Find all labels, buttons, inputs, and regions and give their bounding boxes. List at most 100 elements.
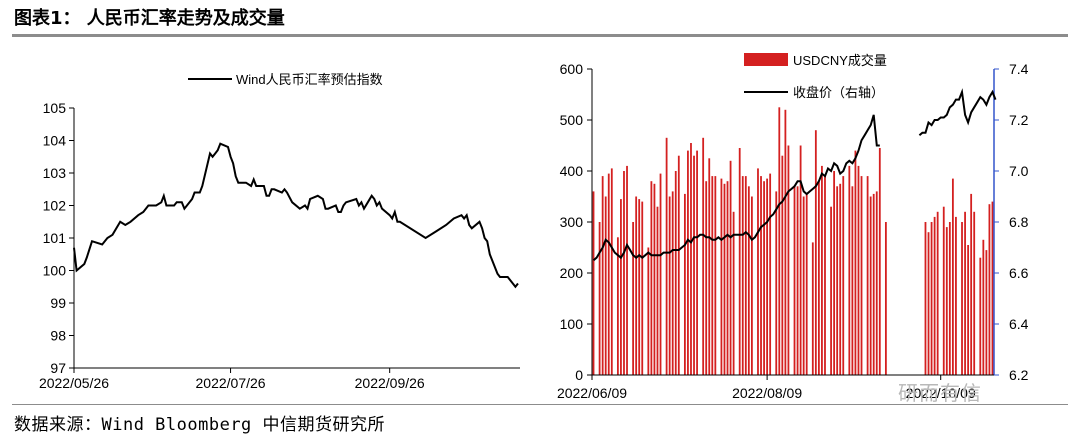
volume-bar <box>677 155 680 375</box>
title-rule <box>12 34 1068 37</box>
volume-bar <box>620 199 622 375</box>
volume-bar <box>647 247 650 375</box>
left-y-tick-label: 500 <box>560 112 584 128</box>
volume-bar <box>635 196 638 375</box>
volume-bar <box>744 176 747 375</box>
volume-bar <box>860 176 863 375</box>
volume-bar <box>951 178 954 375</box>
volume-bar <box>683 193 686 375</box>
volume-bar <box>696 150 698 375</box>
source-rule <box>12 404 1068 405</box>
volume-bar <box>641 201 644 375</box>
volume-bar <box>784 109 787 376</box>
right-y-tick-label: 6.4 <box>1009 316 1029 332</box>
volume-bar <box>979 257 982 375</box>
volume-bar <box>616 237 619 375</box>
volume-bar <box>848 165 851 375</box>
volume-bar <box>732 211 735 375</box>
volume-bar <box>650 181 653 375</box>
x-tick-label: 2022/05/26 <box>39 375 109 391</box>
volume-bar <box>757 168 759 375</box>
volume-bar <box>781 155 784 375</box>
volume-bar <box>839 183 842 376</box>
volume-bar <box>924 222 927 375</box>
volume-bar <box>833 171 836 375</box>
source-note: 数据来源：Wind Bloomberg 中信期货研究所 <box>14 415 386 435</box>
volume-bar <box>967 245 970 375</box>
volume-bar <box>775 191 778 375</box>
right-y-tick-label: 6.2 <box>1009 367 1029 383</box>
left-y-tick-label: 200 <box>560 265 584 281</box>
volume-bar <box>991 201 994 375</box>
y-tick-label: 104 <box>43 133 67 149</box>
volume-bar <box>598 222 601 375</box>
volume-bar <box>836 186 839 375</box>
legend-label: Wind人民币汇率预估指数 <box>236 72 383 87</box>
volume-bar <box>610 168 613 375</box>
volume-bar <box>817 181 820 375</box>
volume-bar <box>601 176 604 375</box>
volume-bar <box>985 250 988 375</box>
volume-bar <box>866 176 869 375</box>
volume-bar <box>729 160 732 375</box>
volume-bar <box>769 173 772 375</box>
volume-bar <box>933 216 936 375</box>
legend-line-label: 收盘价（右轴） <box>793 85 884 100</box>
y-tick-label: 98 <box>50 328 66 344</box>
volume-bar <box>948 222 951 375</box>
volume-bar <box>687 150 689 375</box>
x-tick-label: 2022/09/26 <box>355 375 425 391</box>
left-y-tick-label: 0 <box>575 367 583 383</box>
volume-bar <box>738 148 741 375</box>
volume-bar <box>945 227 948 375</box>
volume-bar <box>671 191 674 375</box>
volume-bar <box>824 176 826 375</box>
right-y-tick-label: 7.2 <box>1009 112 1029 128</box>
volume-bar <box>653 183 656 376</box>
close-price-line <box>918 88 997 137</box>
volume-bar <box>878 148 881 375</box>
y-tick-label: 105 <box>43 100 67 116</box>
volume-bar <box>607 173 610 375</box>
y-tick-label: 103 <box>43 165 67 181</box>
volume-bar <box>970 193 973 375</box>
volume-bar <box>747 186 750 375</box>
volume-bar <box>690 143 692 375</box>
legend-bar-swatch <box>744 53 788 66</box>
volume-bar <box>869 196 872 375</box>
volume-bar <box>942 206 945 375</box>
volume-bar <box>884 222 887 375</box>
volume-bar <box>766 178 769 375</box>
volume-bar <box>982 239 985 375</box>
volume-bar <box>875 191 878 375</box>
volume-bar <box>961 222 963 375</box>
volume-bar <box>973 211 976 375</box>
index-line <box>73 142 519 289</box>
left-y-tick-label: 400 <box>560 163 584 179</box>
volume-bar <box>930 222 933 375</box>
volume-bar <box>802 196 805 375</box>
volume-bar <box>796 186 799 375</box>
volume-bar <box>632 222 635 375</box>
volume-bar <box>592 191 595 375</box>
volume-bar <box>674 171 677 375</box>
y-tick-label: 100 <box>43 263 67 279</box>
x-tick-label: 2022/10/09 <box>906 385 976 401</box>
watermark: 研而有信 <box>898 381 982 405</box>
right-y-tick-label: 7.4 <box>1009 61 1029 77</box>
volume-bar <box>705 181 708 375</box>
volume-bar <box>656 206 659 375</box>
x-tick-label: 2022/06/09 <box>557 385 627 401</box>
volume-bar <box>760 176 762 375</box>
volume-bar <box>604 196 607 375</box>
volume-bar <box>872 193 875 375</box>
volume-bar <box>988 204 991 375</box>
y-tick-label: 101 <box>43 230 67 246</box>
volume-bar <box>851 186 854 375</box>
volume-bar <box>720 178 723 375</box>
volume-bar <box>623 171 625 375</box>
volume-bar <box>805 193 808 375</box>
close-price-line <box>592 114 880 262</box>
